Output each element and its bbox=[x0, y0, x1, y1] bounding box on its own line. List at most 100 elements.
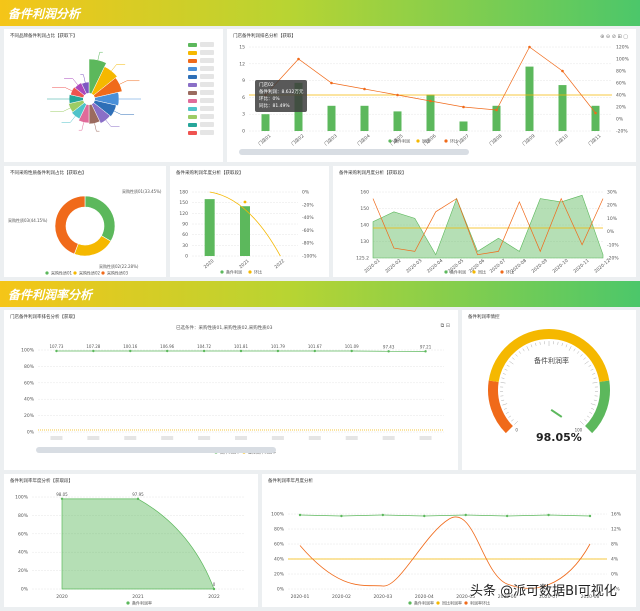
rate-point bbox=[239, 349, 243, 353]
legend-label: 采购性质02 bbox=[79, 270, 101, 276]
data-label: 0 bbox=[213, 582, 216, 587]
bar bbox=[261, 114, 270, 131]
mom-point bbox=[528, 45, 531, 49]
donut-label: 采购性质03(44.15%) bbox=[8, 217, 48, 223]
legend-label bbox=[200, 50, 214, 55]
chart-toolbar[interactable]: ⧉ ⊟ bbox=[440, 323, 450, 329]
rate-point bbox=[547, 513, 550, 517]
y-tick-label: 60% bbox=[274, 542, 285, 548]
bar bbox=[459, 121, 468, 131]
legend-label: 利润率环比 bbox=[470, 600, 490, 606]
data-label: 107.73 bbox=[49, 344, 63, 349]
gauge-tick bbox=[568, 346, 572, 351]
month-rate-panel: 备件利润率年月度分析 100% 80% 60% 40% 20% 0% 16% 12% 8% 4% 0… bbox=[262, 474, 636, 607]
y-tick-label: 9 bbox=[242, 78, 245, 84]
y-tick-label: 0% bbox=[607, 229, 615, 235]
x-tick-label: 2020-04 bbox=[426, 258, 444, 275]
x-tick-label bbox=[271, 436, 284, 440]
rate-point bbox=[350, 349, 353, 353]
x-tick-label: 2020-06 bbox=[498, 594, 517, 600]
x-tick-label: 2021 bbox=[238, 258, 251, 270]
legend-swatch[interactable] bbox=[188, 75, 197, 79]
rate-point bbox=[276, 349, 280, 353]
data-label: 107.28 bbox=[86, 344, 100, 349]
legend-swatch[interactable] bbox=[188, 59, 197, 63]
rate-gauge: 0 100 bbox=[488, 329, 610, 434]
y-tick-label: 20% bbox=[24, 413, 35, 419]
area-series bbox=[372, 194, 604, 259]
legend-label bbox=[200, 106, 214, 111]
legend-swatch[interactable] bbox=[188, 91, 197, 95]
chart-toolbar[interactable]: ⊕ ⊖ ⊘ ⊞ ▢ bbox=[600, 34, 628, 40]
y-tick-label: 60% bbox=[616, 81, 627, 87]
filter-summary: 已选条件：采购性质01,采购性质02,采购性质03 bbox=[176, 326, 273, 331]
data-label: 101.81 bbox=[234, 344, 248, 349]
pie-leader bbox=[64, 78, 78, 86]
pie-leader bbox=[119, 80, 140, 85]
rate-point bbox=[298, 513, 302, 517]
legend-marker bbox=[45, 271, 49, 275]
x-tick-label: 2020-02 bbox=[384, 258, 402, 275]
x-tick-label: 2020-03 bbox=[373, 594, 392, 600]
legend-swatch[interactable] bbox=[188, 123, 197, 127]
gauge-tick bbox=[503, 408, 507, 410]
gauge-tick bbox=[501, 377, 505, 379]
section-band-profit: 备件利润分析 bbox=[0, 0, 640, 26]
x-tick-label bbox=[382, 436, 395, 440]
gauge-min: 0 bbox=[515, 428, 518, 433]
donut-slice bbox=[84, 195, 116, 242]
gauge-tick bbox=[509, 361, 514, 365]
gauge-tick bbox=[557, 341, 559, 345]
legend-swatch[interactable] bbox=[188, 43, 197, 47]
bar bbox=[591, 105, 600, 131]
gauge-max: 100 bbox=[575, 428, 583, 433]
legend-label: 备件利润 bbox=[450, 269, 466, 275]
tooltip-line: 备件利润：8.632万元 bbox=[259, 90, 304, 95]
data-label: 97.43 bbox=[383, 344, 395, 349]
legend-label bbox=[200, 42, 214, 47]
y-tick-label: 100% bbox=[616, 57, 630, 63]
pie-slice bbox=[88, 98, 111, 124]
horizontal-scrollbar[interactable] bbox=[36, 447, 276, 453]
y-tick-label: 6 bbox=[242, 95, 245, 101]
legend-marker bbox=[472, 270, 476, 274]
x-tick-label bbox=[50, 436, 63, 440]
y-tick-label: 0% bbox=[277, 587, 285, 593]
mom-line bbox=[209, 191, 281, 257]
store-profit-panel: 门店备件利润排名分析【获取】 ⊕ ⊖ ⊘ ⊞ ▢ 15 12 9 6 3 0 120% 100… bbox=[227, 29, 636, 162]
purchase-donut-chart: 采购性质01(33.45%) 采购性质02(22.28%) 采购性质03(44.15… bbox=[8, 188, 162, 276]
gauge-tick bbox=[584, 419, 587, 422]
mom-point bbox=[396, 93, 399, 97]
legend-swatch[interactable] bbox=[188, 131, 197, 135]
gauge-tick bbox=[593, 377, 597, 379]
pie-slice bbox=[88, 98, 117, 117]
rate-point bbox=[202, 349, 206, 353]
y-tick-label: 100% bbox=[15, 495, 29, 501]
x-tick-label: 2020-05 bbox=[456, 594, 475, 600]
legend-marker bbox=[408, 601, 412, 605]
legend-swatch[interactable] bbox=[188, 67, 197, 71]
mom-point bbox=[330, 81, 333, 85]
legend-label: 环比 bbox=[506, 269, 514, 275]
panel-title: 备件利润率年度分析【获取段】 bbox=[10, 479, 73, 484]
month-rate-chart: 100% 80% 60% 40% 20% 0% 16% 12% 8% 4% 0% -4% 2020-01… bbox=[271, 512, 622, 606]
gauge-tick bbox=[577, 351, 580, 354]
pie-slice bbox=[88, 58, 107, 100]
y-tick-label: -20% bbox=[616, 129, 628, 135]
legend-marker bbox=[220, 270, 224, 274]
legend-swatch[interactable] bbox=[188, 83, 197, 87]
y-tick-label: 4% bbox=[611, 557, 619, 563]
panel-title: 备件采购利润月度分析【获取段】 bbox=[339, 171, 407, 176]
legend-swatch[interactable] bbox=[188, 99, 197, 103]
year-profit-panel: 备件采购利润年度分析【获取段】 180 150 120 90 60 30 0 0% -20% -4… bbox=[170, 166, 329, 277]
store-rate-panel: 门店备件利润率排名分析【获取】 已选条件：采购性质01,采购性质02,采购性质0… bbox=[4, 310, 458, 470]
legend-swatch[interactable] bbox=[188, 107, 197, 111]
legend-swatch[interactable] bbox=[188, 115, 197, 119]
legend-swatch[interactable] bbox=[188, 51, 197, 55]
x-tick-label: 2021 bbox=[132, 594, 144, 600]
horizontal-scrollbar[interactable] bbox=[239, 149, 469, 155]
y-tick-label: -100% bbox=[302, 254, 317, 260]
store-rate-chart: 100% 80% 60% 40% 20% 0% 107.73 107.28 100.16 106.… bbox=[21, 344, 444, 455]
gauge-needle bbox=[550, 408, 563, 418]
mom-point bbox=[363, 87, 366, 91]
